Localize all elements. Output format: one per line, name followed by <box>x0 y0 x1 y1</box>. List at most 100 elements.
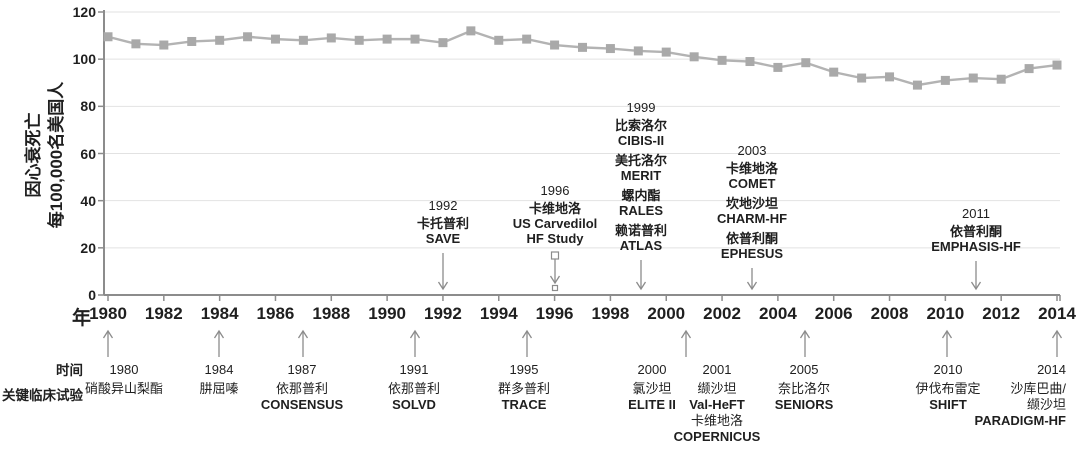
y-tick-label: 40 <box>80 192 96 209</box>
down-arrow-head <box>437 281 449 291</box>
data-point-marker <box>243 32 253 42</box>
data-point-marker <box>773 62 783 72</box>
timeline-entry-line: SOLVD <box>392 397 436 412</box>
up-arrow-head <box>102 329 114 339</box>
data-point-marker <box>410 34 420 44</box>
trial-annotation-above-2011: 2011 依普利酮 EMPHASIS-HF <box>931 206 1021 254</box>
annotation-line: US Carvedilol <box>512 216 598 231</box>
timeline-entry-year: 2000 <box>637 362 667 377</box>
annotation-line: CHARM-HF <box>716 211 788 226</box>
data-point-marker <box>857 73 867 83</box>
timeline-entry-2000: 2000 氯沙坦 ELITE II <box>628 362 676 413</box>
x-tick-label: 1996 <box>535 304 574 323</box>
data-point-marker <box>159 40 169 50</box>
x-tick-label: 1986 <box>256 304 295 323</box>
x-tick-label: 2000 <box>647 304 686 323</box>
x-tick-label: 1994 <box>479 304 518 323</box>
annotation-line: ATLAS <box>619 238 663 253</box>
down-arrow-head <box>970 281 982 291</box>
timeline-entry-year: 2005 <box>789 362 819 377</box>
timeline-entry-year: 2001 <box>702 362 732 377</box>
up-arrow-head <box>213 329 225 339</box>
timeline-entry-line: 卡维地洛 <box>690 413 743 428</box>
data-point-marker <box>605 44 615 54</box>
x-tick-label: 1984 <box>200 304 239 323</box>
trial-annotation-above-1999: 1999 比索洛尔 CIBIS-II 美托洛尔 MERIT 螺内酯 RALES 赖诺普利 ATL… <box>615 100 667 253</box>
data-point-marker <box>326 33 336 43</box>
timeline-entry-2010: 2010 伊伐布雷定 SHIFT <box>915 362 980 413</box>
timeline-entry-2005: 2005 奈比洛尔 SENIORS <box>775 362 834 413</box>
x-tick-label: 1990 <box>368 304 407 323</box>
x-tick-label: 1992 <box>424 304 462 323</box>
timeline-entry-line: 沙库巴曲/ <box>1010 381 1066 396</box>
x-tick-label: 2014 <box>1038 304 1076 323</box>
arrow-square-handle <box>551 284 559 292</box>
annotation-line: HF Study <box>526 231 584 246</box>
y-tick-label: 0 <box>88 287 96 303</box>
data-point-marker <box>661 47 671 57</box>
data-point-marker <box>298 35 308 45</box>
timeline-row-label-trials: 关键临床试验 <box>2 388 83 403</box>
timeline-entry-year: 2014 <box>1037 362 1066 377</box>
down-arrow-head <box>635 281 647 291</box>
data-point-marker <box>522 34 532 44</box>
x-tick-label: 2008 <box>870 304 909 323</box>
timeline-entry-line: PARADIGM-HF <box>974 413 1066 428</box>
data-point-marker <box>103 32 113 42</box>
timeline-entry-year: 1995 <box>509 362 539 377</box>
annotation-line: 螺内酯 <box>621 188 661 203</box>
timeline-entry-line: 缬沙坦 <box>1026 397 1066 412</box>
x-tick-label: 2012 <box>982 304 1021 323</box>
x-tick-label: 1988 <box>312 304 351 323</box>
y-tick-label: 100 <box>72 51 96 68</box>
annotation-line: 赖诺普利 <box>614 223 668 238</box>
down-arrow-head <box>549 275 561 285</box>
data-point-marker <box>382 34 392 44</box>
timeline-entry-1991: 1991 依那普利 SOLVD <box>388 362 440 413</box>
timeline-entry-line: 氯沙坦 <box>632 381 672 396</box>
annotation-year: 1992 <box>428 198 458 213</box>
annotation-line: COMET <box>728 176 776 191</box>
timeline-entry-line: ELITE II <box>628 397 676 412</box>
data-point-marker <box>912 80 922 90</box>
annotation-line: 依普利酮 <box>725 231 779 246</box>
data-point-marker <box>187 36 197 46</box>
annotation-line: EPHESUS <box>720 246 784 261</box>
up-arrow-head <box>680 329 692 339</box>
timeline-entry-line: TRACE <box>501 397 547 412</box>
data-point-marker <box>801 58 811 68</box>
annotation-line: CIBIS-II <box>617 133 665 148</box>
down-arrow-head <box>746 281 758 291</box>
annotation-line: 卡维地洛 <box>725 161 779 176</box>
data-point-marker <box>633 46 643 56</box>
data-point-marker <box>466 26 476 36</box>
up-arrow-head <box>799 329 811 339</box>
up-arrow-head <box>1051 329 1063 339</box>
annotation-year: 1999 <box>626 100 656 115</box>
x-tick-label: 2006 <box>814 304 853 323</box>
timeline-entry-line: 缬沙坦 <box>697 381 737 396</box>
x-tick-label: 1998 <box>591 304 630 323</box>
data-point-marker <box>829 67 839 77</box>
data-point-marker <box>215 35 225 45</box>
data-point-marker <box>968 73 978 83</box>
timeline-entry-line: CONSENSUS <box>260 397 344 412</box>
timeline-entry-line: 依那普利 <box>387 381 441 396</box>
timeline-entry-line: 伊伐布雷定 <box>915 381 981 396</box>
data-point-marker <box>131 39 141 49</box>
y-axis-title-line1: 因心衰死亡 <box>24 112 43 198</box>
annotation-line: 卡托普利 <box>416 216 470 231</box>
trial-annotation-above-2003: 2003 卡维地洛 COMET 坎地沙坦 CHARM-HF 依普利酮 EPHESUS <box>717 143 787 261</box>
data-point-marker <box>940 75 950 85</box>
data-point-marker <box>354 35 364 45</box>
timeline-entry-year: 1984 <box>204 362 234 377</box>
timeline-entry-1984: 1984 肼屈嗪 <box>199 362 238 397</box>
annotation-line: 美托洛尔 <box>614 153 668 168</box>
data-point-marker <box>745 57 755 67</box>
trial-annotation-above-1992: 1992 卡托普利 SAVE <box>417 198 469 246</box>
data-point-marker <box>689 52 699 62</box>
timeline-entry-2014: 2014 沙库巴曲/缬沙坦 PARADIGM-HF <box>975 362 1066 429</box>
timeline-row-label-time: 时间 <box>56 363 83 378</box>
